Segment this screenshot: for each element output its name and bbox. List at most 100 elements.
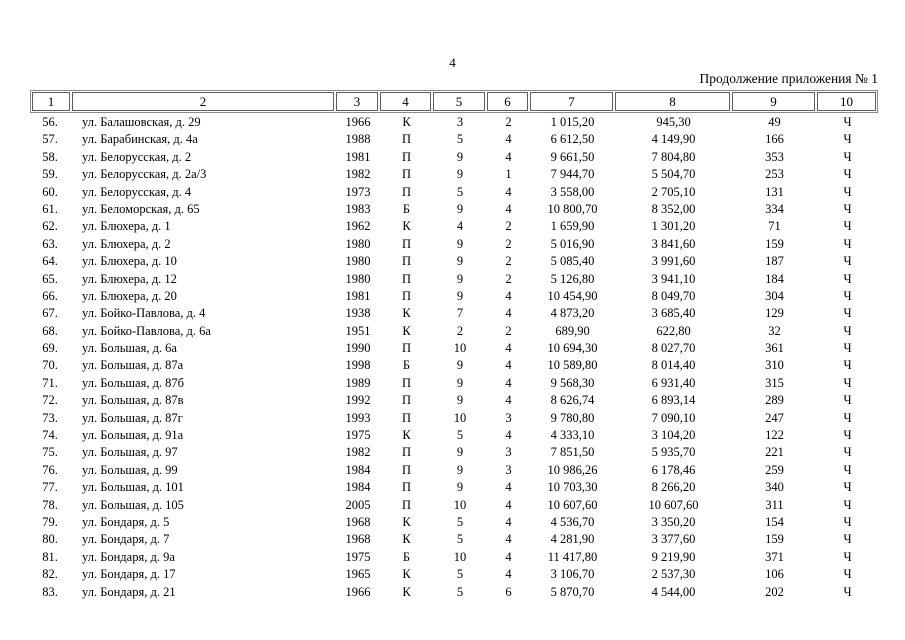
table-cell-col5: 5 — [456, 184, 464, 199]
table-cell-col5: 2 — [456, 323, 464, 338]
table-cell-col7: 10 607,60 — [547, 497, 598, 512]
header-cell-4: 4 — [380, 92, 431, 111]
table-cell-col6: 4 — [505, 567, 512, 582]
table-body: 56. ул. Балашовская, д. 29 1966 К 3 2 1 015,20… — [30, 114, 878, 601]
table-cell-col3: 1981 — [345, 288, 371, 303]
table-cell-col5: 9 — [456, 375, 464, 390]
table-cell-col5: 5 — [456, 532, 464, 547]
table-cell-col10: Ч — [843, 428, 852, 443]
table-cell-col4: П — [401, 167, 412, 182]
table-cell-col7: 10 694,30 — [547, 341, 598, 356]
table-cell-col3: 1966 — [345, 115, 371, 129]
table-cell-col5: 9 — [456, 201, 464, 216]
header-cell-1: 1 — [32, 92, 70, 111]
table-cell-col7: 4 873,20 — [550, 306, 595, 321]
table-cell-col10: Ч — [843, 236, 852, 251]
table-cell-col1: 68. — [42, 323, 58, 338]
table-cell-col10: Ч — [843, 341, 852, 356]
table-cell-col4: К — [402, 567, 411, 582]
table-cell-col1: 69. — [42, 341, 58, 356]
table-cell-col10: Ч — [843, 288, 852, 303]
table-cell-col3: 1983 — [345, 201, 371, 216]
table-cell-col10: Ч — [843, 549, 852, 564]
table-row: 63. ул. Блюхера, д. 2 1980 П 9 2 5 016,90 3 841… — [30, 236, 878, 253]
table-cell-col3: 1965 — [345, 567, 371, 582]
table-cell-col8: 2 537,30 — [651, 567, 696, 582]
table-cell-col7: 3 106,70 — [550, 567, 595, 582]
table-cell-col8: 945,30 — [656, 115, 691, 129]
table-cell-col1: 75. — [42, 445, 58, 460]
table-cell-col8: 10 607,60 — [648, 497, 699, 512]
table-cell-col8: 4 544,00 — [651, 584, 696, 599]
table-cell-col5: 7 — [456, 306, 464, 321]
table-cell-col4: П — [401, 184, 412, 199]
table-cell-col10: Ч — [843, 497, 852, 512]
table-cell-col9: 253 — [765, 167, 784, 182]
table-cell-col7: 10 589,80 — [547, 358, 598, 373]
table-cell-col3: 1989 — [345, 375, 371, 390]
table-cell-col4: П — [401, 480, 412, 495]
table-cell-col1: 70. — [42, 358, 58, 373]
table-cell-col2: ул. Белорусская, д. 2 — [82, 149, 192, 164]
table-cell-col1: 76. — [42, 462, 58, 477]
table-cell-col4: К — [402, 219, 411, 234]
table-cell-col8: 3 377,60 — [651, 532, 696, 547]
table-cell-col1: 78. — [42, 497, 58, 512]
table-cell-col7: 9 661,50 — [550, 149, 595, 164]
table-cell-col9: 304 — [765, 288, 784, 303]
table-cell-col8: 7 804,80 — [651, 149, 696, 164]
table-cell-col10: Ч — [843, 254, 852, 269]
table-cell-col9: 122 — [765, 428, 784, 443]
table-cell-col2: ул. Большая, д. 105 — [82, 497, 184, 512]
table-row: 77. ул. Большая, д. 101 1984 П 9 4 10 703,30 8 … — [30, 479, 878, 496]
table-cell-col1: 59. — [42, 167, 58, 182]
table-cell-col3: 1975 — [345, 549, 371, 564]
table-cell-col2: ул. Балашовская, д. 29 — [82, 115, 201, 129]
table-row: 68. ул. Бойко-Павлова, д. 6а 1951 К 2 2 689,90… — [30, 323, 878, 340]
table-cell-col7: 9 568,30 — [550, 375, 595, 390]
table-cell-col6: 3 — [505, 410, 512, 425]
table-cell-col7: 5 085,40 — [550, 254, 595, 269]
header-cell-7: 7 — [530, 92, 613, 111]
table-cell-col7: 5 016,90 — [550, 236, 595, 251]
table-cell-col5: 9 — [456, 445, 464, 460]
table-cell-col8: 3 685,40 — [651, 306, 696, 321]
table-row: 66. ул. Блюхера, д. 20 1981 П 9 4 10 454,90 8 0… — [30, 288, 878, 305]
continuation-label: Продолжение приложения № 1 — [699, 71, 878, 86]
table-cell-col6: 2 — [505, 236, 512, 251]
table-cell-col7: 1 659,90 — [550, 219, 595, 234]
header-cell-10: 10 — [817, 92, 876, 111]
table-cell-col4: К — [402, 323, 411, 338]
table-cell-col5: 5 — [456, 584, 464, 599]
table-cell-col6: 2 — [505, 115, 512, 129]
table-cell-col3: 1980 — [345, 254, 371, 269]
table-cell-col10: Ч — [843, 132, 852, 147]
table-cell-col4: П — [401, 393, 412, 408]
table-cell-col8: 8 352,00 — [651, 201, 696, 216]
table-cell-col4: Б — [402, 201, 411, 216]
table-cell-col8: 8 027,70 — [651, 341, 696, 356]
table-cell-col2: ул. Бондаря, д. 9а — [82, 549, 175, 564]
table-cell-col10: Ч — [843, 323, 852, 338]
table-cell-col2: ул. Большая, д. 91а — [82, 428, 184, 443]
table-cell-col3: 1982 — [345, 167, 371, 182]
table-cell-col6: 4 — [505, 514, 512, 529]
table-cell-col6: 2 — [505, 271, 512, 286]
table-cell-col10: Ч — [843, 167, 852, 182]
table-cell-col5: 10 — [453, 549, 467, 564]
table-cell-col8: 8 049,70 — [651, 288, 696, 303]
table-cell-col1: 60. — [42, 184, 58, 199]
table-cell-col9: 184 — [765, 271, 784, 286]
table-cell-col3: 1993 — [345, 410, 371, 425]
table-cell-col5: 10 — [453, 410, 467, 425]
table-cell-col10: Ч — [843, 115, 852, 129]
table-cell-col7: 10 454,90 — [547, 288, 598, 303]
table-cell-col10: Ч — [843, 393, 852, 408]
table-cell-col2: ул. Большая, д. 87б — [82, 375, 185, 390]
table-cell-col3: 1980 — [345, 236, 371, 251]
table-cell-col3: 1992 — [345, 393, 371, 408]
table-cell-col1: 83. — [42, 584, 58, 599]
table-row: 74. ул. Большая, д. 91а 1975 К 5 4 4 333,10 3 1… — [30, 427, 878, 444]
table-cell-col3: 1988 — [345, 132, 371, 147]
table-cell-col8: 3 350,20 — [651, 514, 696, 529]
